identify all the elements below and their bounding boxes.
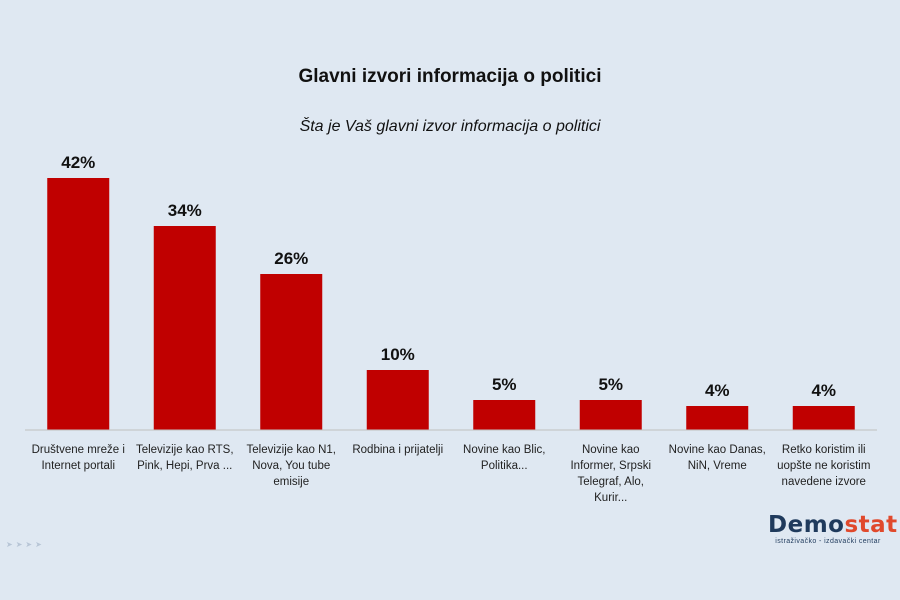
category-labels-group: Društvene mreže i Internet portali Televiz… <box>32 444 871 504</box>
category-label: Društvene mreže i Internet portali <box>32 444 125 472</box>
demostat-logo: Demostat <box>768 512 898 538</box>
category-label-line: emisije <box>273 476 309 488</box>
category-label-line: Rodbina i prijatelji <box>352 444 443 456</box>
bar <box>686 406 749 430</box>
category-label-line: Kurir... <box>594 492 627 504</box>
category-label-line: Politika... <box>481 460 528 472</box>
data-labels-group: 42% 34% 26% 10% 5% 5% 4% 4% <box>61 153 836 400</box>
category-label-line: Novine kao Blic, <box>463 444 545 456</box>
category-label: Retko koristim ili uopšte ne koristim nave… <box>777 444 870 488</box>
category-label: Televizije kao RTS, Pink, Hepi, Prva ... <box>136 444 234 472</box>
category-label-line: Internet portali <box>41 460 115 472</box>
data-label: 4% <box>811 381 836 400</box>
arrow-icon: ➤ <box>35 540 45 549</box>
decorative-arrows: ➤➤➤➤ <box>6 540 45 549</box>
bar <box>473 400 536 430</box>
arrow-icon: ➤ <box>15 540 26 549</box>
category-label-line: Informer, Srpski <box>570 460 651 472</box>
data-label: 4% <box>705 381 730 400</box>
logo-tagline: istraživačko - izdavački centar <box>775 538 881 545</box>
arrow-icon: ➤ <box>25 540 36 549</box>
data-label: 5% <box>492 375 517 394</box>
category-label-line: Pink, Hepi, Prva ... <box>137 460 232 472</box>
category-label-line: navedene izvore <box>782 476 866 488</box>
logo-accent-text: stat <box>844 512 898 538</box>
category-label-line: Televizije kao N1, <box>247 444 336 456</box>
category-label-line: Novine kao <box>582 444 640 456</box>
arrow-icon: ➤ <box>6 540 16 549</box>
bar <box>153 226 216 430</box>
category-label-line: Telegraf, Alo, <box>578 476 644 488</box>
category-label-line: Retko koristim ili <box>782 444 866 456</box>
bar <box>579 400 642 430</box>
bars-group <box>47 178 855 430</box>
category-label: Novine kao Danas, NiN, Vreme <box>669 444 766 472</box>
category-label-line: Nova, You tube <box>252 460 330 472</box>
category-label: Rodbina i prijatelji <box>352 444 443 456</box>
chart-title: Glavni izvori informacija o politici <box>298 66 602 87</box>
data-label: 10% <box>381 345 415 364</box>
bar <box>366 370 429 430</box>
chart-subtitle: Šta je Vaš glavni izvor informacija o po… <box>299 118 601 135</box>
bar <box>792 406 855 430</box>
category-label-line: uopšte ne koristim <box>777 460 870 472</box>
logo-main-text: Demo <box>768 512 845 538</box>
category-label: Novine kao Blic, Politika... <box>463 444 545 472</box>
category-label-line: Novine kao Danas, <box>669 444 766 456</box>
bar <box>260 274 323 430</box>
category-label-line: Televizije kao RTS, <box>136 444 234 456</box>
bar <box>47 178 110 430</box>
data-label: 5% <box>598 375 623 394</box>
category-label-line: Društvene mreže i <box>32 444 125 456</box>
data-label: 26% <box>274 249 308 268</box>
category-label-line: NiN, Vreme <box>688 460 747 472</box>
data-label: 34% <box>168 201 202 220</box>
category-label: Televizije kao N1, Nova, You tube emisije <box>247 444 336 488</box>
category-label: Novine kao Informer, Srpski Telegraf, Alo,… <box>570 444 651 504</box>
data-label: 42% <box>61 153 95 172</box>
